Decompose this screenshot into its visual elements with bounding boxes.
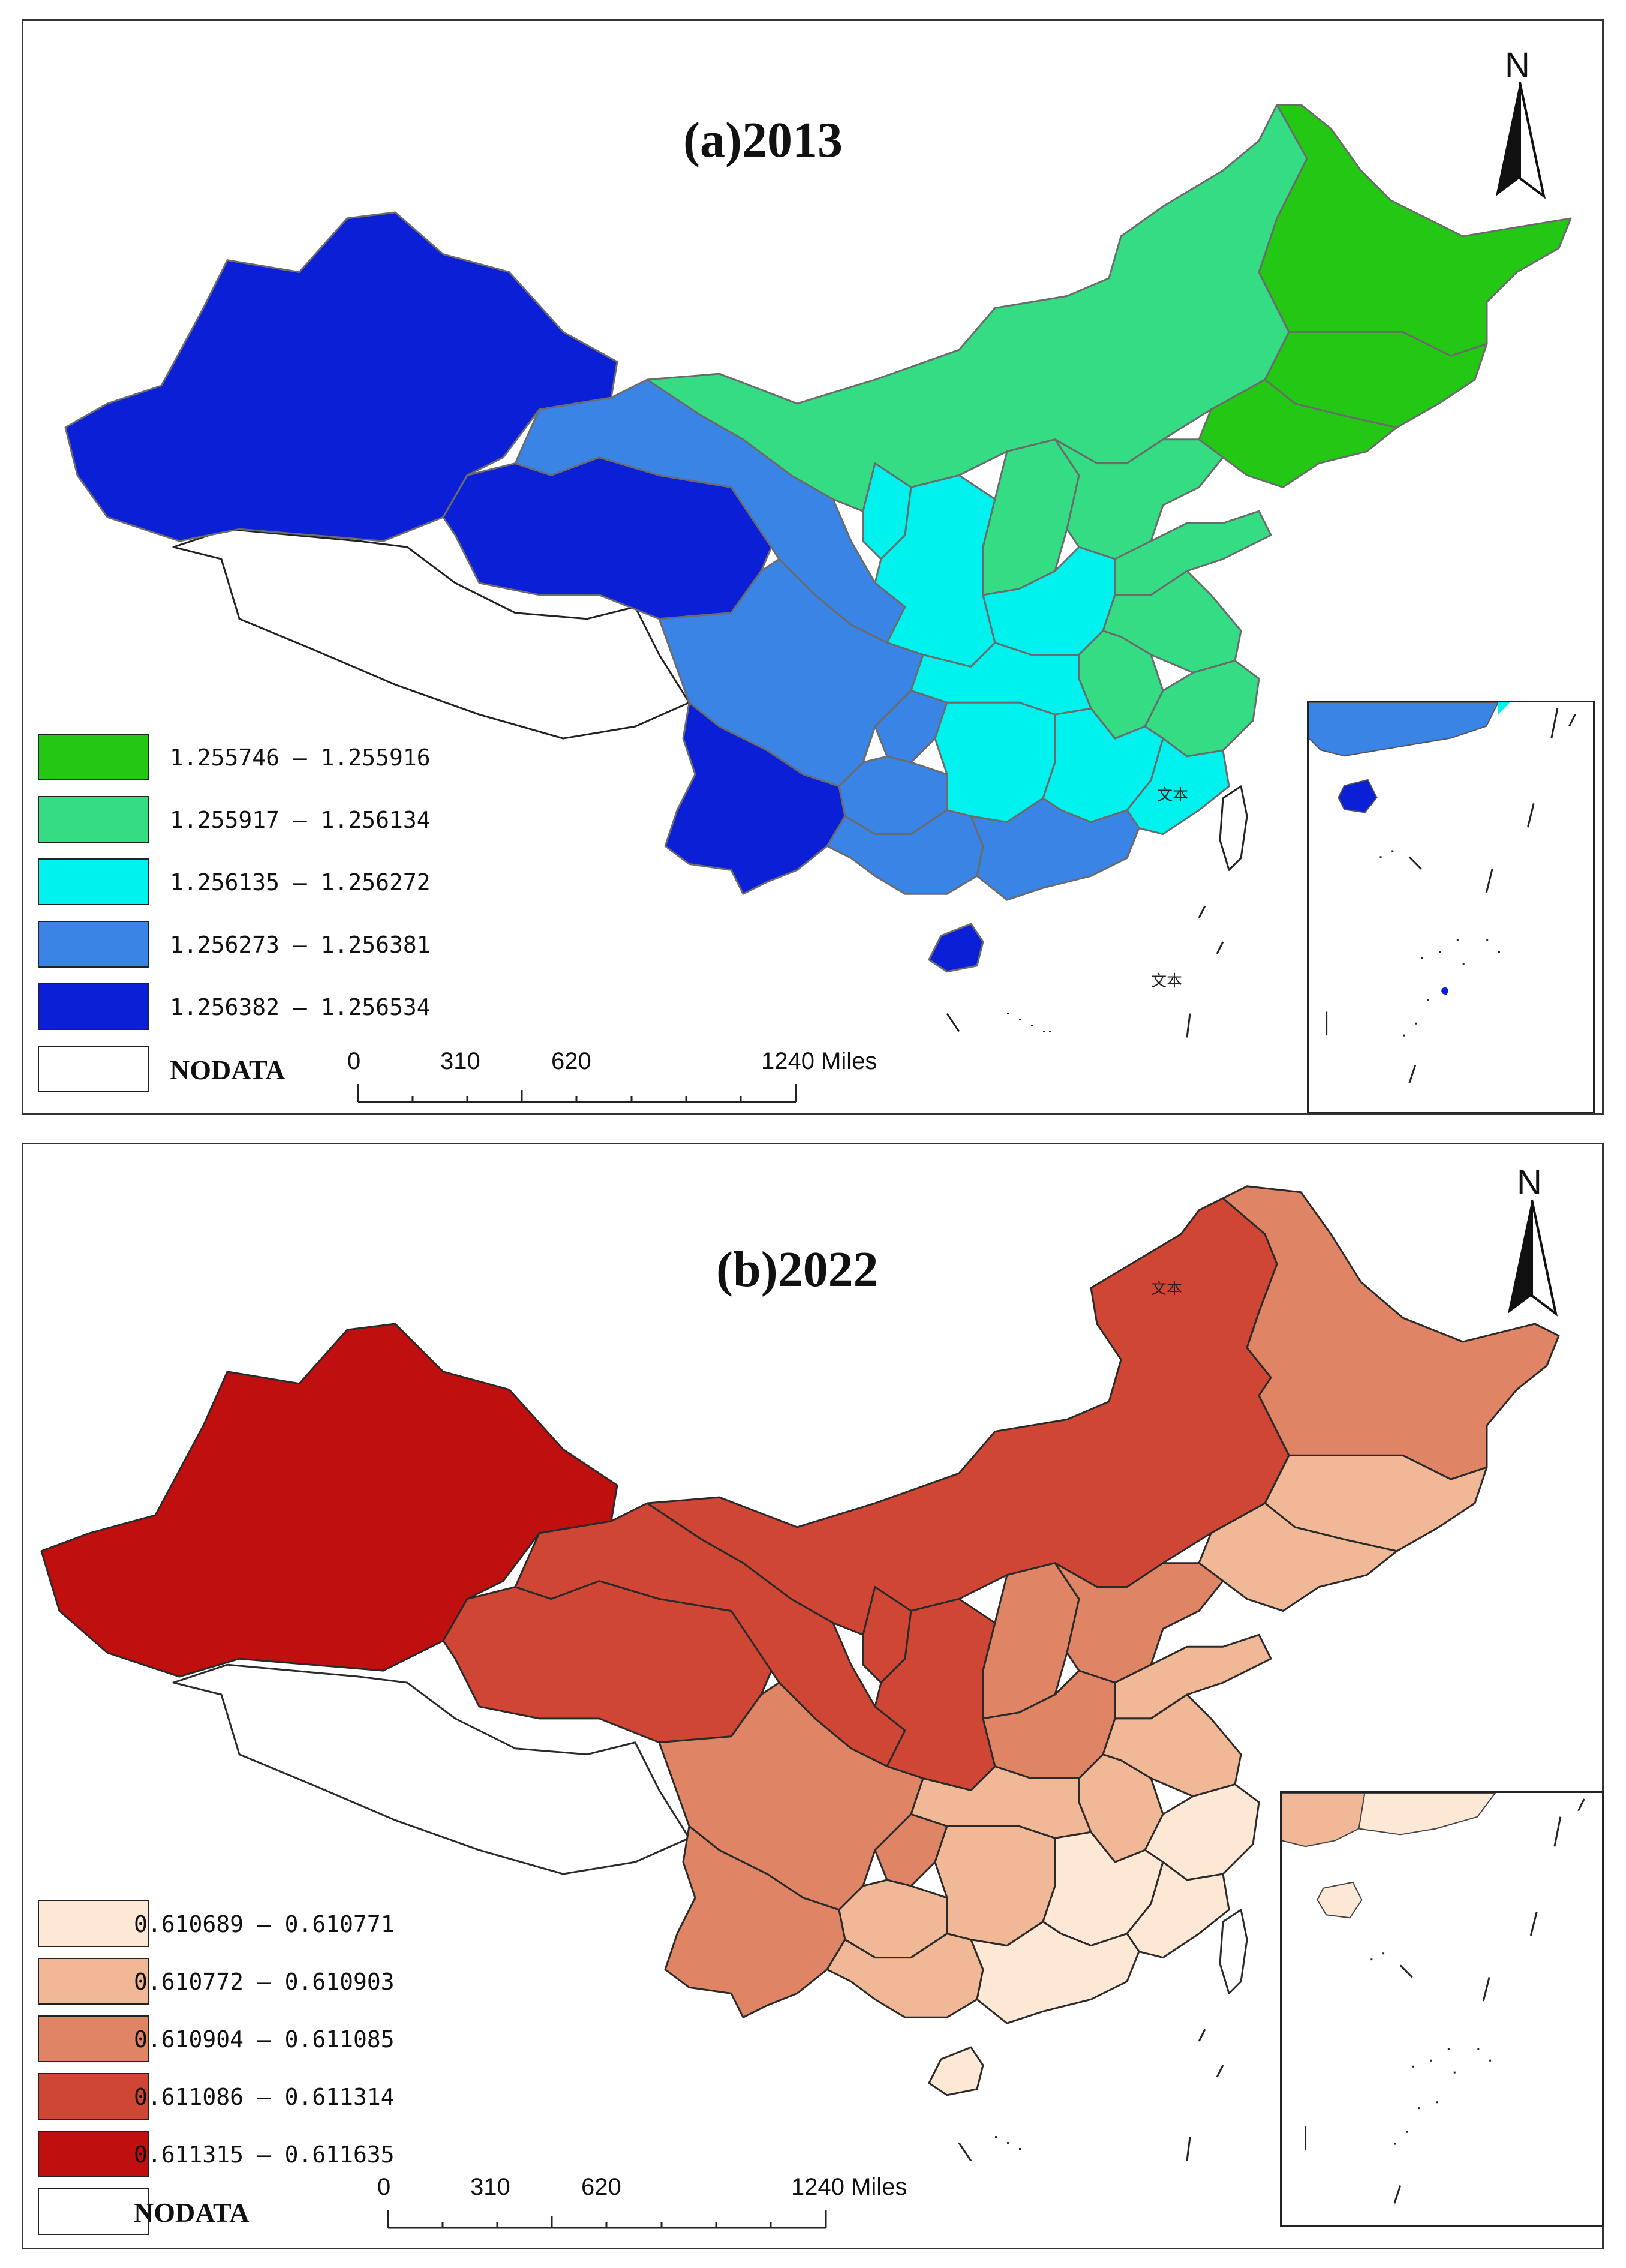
island-dash-2 bbox=[1216, 941, 1224, 954]
north-letter: N bbox=[1517, 1163, 1542, 1202]
island-dash-2 bbox=[1216, 2065, 1224, 2078]
region-fujian bbox=[1126, 1861, 1230, 1959]
legend-swatch bbox=[38, 2073, 149, 2120]
map-title: (b)2022 bbox=[716, 1242, 879, 1297]
north-arrow: N bbox=[1499, 1162, 1565, 1318]
legend-swatch bbox=[38, 1046, 149, 1092]
inset-mainland-2 bbox=[1358, 1793, 1496, 1836]
inset-mainland bbox=[1282, 1793, 1366, 1848]
legend-swatch bbox=[38, 2188, 149, 2235]
north-arrow: N bbox=[1487, 45, 1553, 201]
scale-label: 310 bbox=[440, 1048, 480, 1074]
legend-swatch bbox=[38, 734, 149, 780]
scale-bar-graphic bbox=[357, 1084, 797, 1103]
inset-mainland-2 bbox=[1498, 702, 1510, 714]
legend-swatch bbox=[38, 1958, 149, 2005]
scale-label: 0 bbox=[377, 2174, 391, 2200]
legend-label: 0.610904 – 0.611085 bbox=[134, 2026, 395, 2053]
inset-island bbox=[1441, 987, 1449, 995]
inset-map bbox=[1282, 1793, 1585, 2204]
china-map-2022 bbox=[40, 1185, 1560, 2162]
north-arrow-icon bbox=[1496, 82, 1546, 199]
legend-label: 0.611315 – 0.611635 bbox=[134, 2141, 395, 2168]
legend-swatch bbox=[38, 796, 149, 843]
region-hebei bbox=[1054, 438, 1224, 560]
island-dash-1 bbox=[1198, 905, 1206, 918]
map-title: (a)2013 bbox=[683, 112, 843, 168]
legend-swatch bbox=[38, 921, 149, 968]
scale-label: 0 bbox=[347, 1048, 361, 1074]
island-dash-3 bbox=[1186, 1013, 1191, 1038]
region-guangdong bbox=[970, 797, 1140, 901]
island-dots bbox=[1007, 1013, 1055, 1032]
region-taiwan bbox=[1219, 1909, 1248, 1994]
map-annotation: 文本 bbox=[1151, 1280, 1183, 1298]
region-yunnan bbox=[664, 1825, 846, 2018]
island-dash-3 bbox=[1186, 2137, 1191, 2161]
china-map-2013 bbox=[64, 104, 1572, 1038]
map-annotation: 文本 bbox=[1157, 786, 1189, 804]
legend-swatch bbox=[38, 858, 149, 905]
legend-label: 1.255746 – 1.255916 bbox=[170, 744, 431, 771]
scale-label: 1240 Miles bbox=[761, 1048, 877, 1074]
legend-swatch bbox=[38, 2131, 149, 2177]
region-fujian bbox=[1126, 737, 1230, 836]
region-hainan bbox=[928, 923, 984, 973]
scale-label: 310 bbox=[470, 2174, 510, 2200]
region-xinjiang bbox=[64, 211, 618, 542]
scale-bar-graphic bbox=[387, 2210, 827, 2229]
region-yunnan bbox=[664, 701, 846, 895]
legend-label: 1.256135 – 1.256272 bbox=[170, 869, 431, 896]
scale-bar: 0 310 620 1240 Miles bbox=[365, 2174, 907, 2234]
region-tibet bbox=[172, 1663, 690, 1875]
region-tibet bbox=[172, 528, 690, 740]
region-guangdong bbox=[970, 1921, 1140, 2024]
inset-hainan bbox=[1317, 1881, 1363, 1919]
scale-label: 620 bbox=[581, 2174, 621, 2200]
scale-label: 1240 Miles bbox=[791, 2174, 907, 2200]
north-letter: N bbox=[1505, 46, 1530, 85]
legend-label: 1.256273 – 1.256381 bbox=[170, 932, 431, 958]
legend-label: 1.256382 – 1.256534 bbox=[170, 994, 431, 1020]
scale-label: 620 bbox=[551, 1048, 591, 1074]
north-arrow-icon bbox=[1508, 1200, 1558, 1317]
island-dots bbox=[995, 2136, 1021, 2150]
legend-swatch bbox=[38, 2015, 149, 2062]
region-hainan bbox=[928, 2046, 984, 2096]
legend-label-nodata: NODATA bbox=[170, 1055, 285, 1085]
inset-hainan bbox=[1338, 779, 1378, 813]
legend-label: 0.610689 – 0.610771 bbox=[134, 1911, 395, 1937]
map-panel-2022: (b)2022 文本 N 0.610689 – 0.610771 0.61077… bbox=[22, 1143, 1604, 2249]
legend-label: 0.610772 – 0.610903 bbox=[134, 1969, 395, 1995]
south-china-sea-inset bbox=[1307, 701, 1595, 1113]
region-xinjiang bbox=[40, 1323, 618, 1678]
island-dash-4 bbox=[946, 1013, 960, 1032]
map-panel-2013: (a)2013 文本 文本 N 1.255746 – 1.255916 1.25… bbox=[22, 19, 1604, 1115]
legend-label-nodata: NODATA bbox=[134, 2197, 250, 2228]
legend-label: 0.611086 – 0.611314 bbox=[134, 2084, 395, 2110]
legend-label: 1.255917 – 1.256134 bbox=[170, 807, 431, 833]
legend-swatch bbox=[38, 983, 149, 1030]
region-taiwan bbox=[1219, 785, 1248, 871]
island-dash-4 bbox=[958, 2142, 972, 2162]
inset-mainland bbox=[1309, 702, 1499, 757]
south-china-sea-inset bbox=[1280, 1791, 1604, 2227]
inset-map bbox=[1309, 702, 1576, 1083]
region-hebei bbox=[1054, 1562, 1224, 1684]
map-annotation-2: 文本 bbox=[1151, 972, 1183, 990]
legend-swatch bbox=[38, 1900, 149, 1947]
scale-bar: 0 310 620 1240 Miles bbox=[335, 1048, 877, 1108]
region-heilongjiang bbox=[1258, 104, 1572, 357]
island-dash-1 bbox=[1198, 2029, 1206, 2042]
